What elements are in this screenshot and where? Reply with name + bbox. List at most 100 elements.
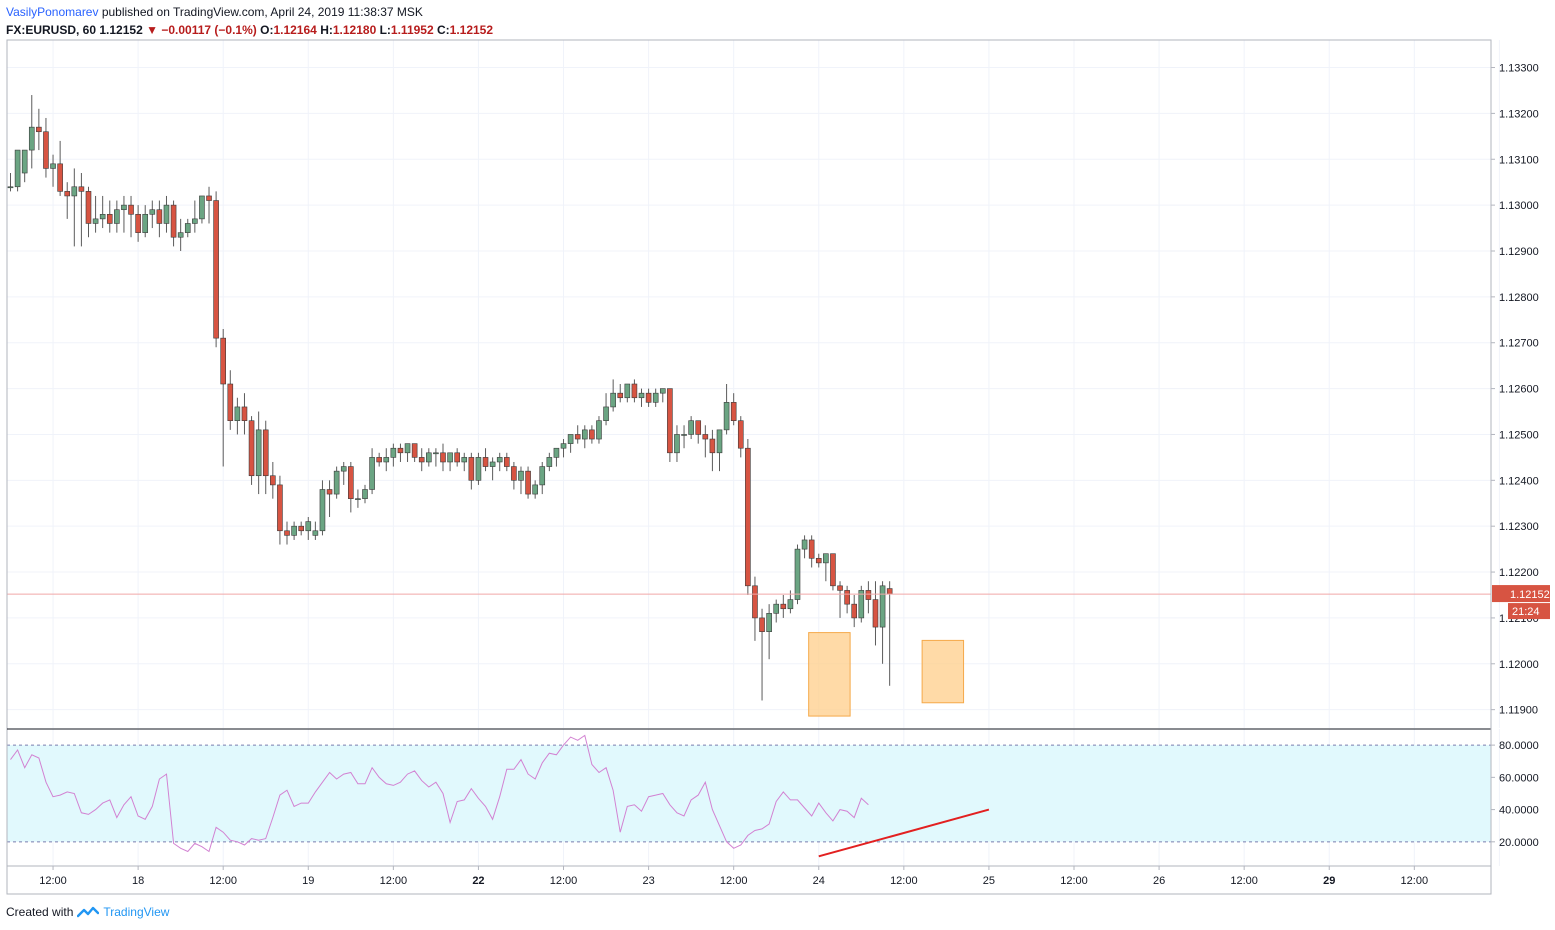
candle xyxy=(340,461,347,485)
candle xyxy=(447,452,453,472)
candle xyxy=(688,416,694,440)
candle-up xyxy=(355,498,361,500)
candle-up xyxy=(163,204,170,224)
candle xyxy=(759,608,765,701)
candle xyxy=(872,581,879,646)
candle xyxy=(362,484,368,504)
candle xyxy=(333,466,340,499)
candle-down xyxy=(440,452,446,463)
candle-up xyxy=(291,525,297,536)
high-label: H: xyxy=(320,23,333,37)
candle xyxy=(475,452,482,485)
candle-up xyxy=(383,457,390,463)
rsi-tick-label: 80.0000 xyxy=(1499,740,1539,752)
countdown-label: 21:24 xyxy=(1512,606,1540,618)
candle xyxy=(681,425,687,449)
footer: Created with TradingView xyxy=(6,905,169,919)
candle-up xyxy=(794,548,801,600)
candle xyxy=(674,425,680,462)
candle xyxy=(454,448,460,467)
candle xyxy=(752,576,758,641)
candle-down xyxy=(667,388,673,454)
tradingview-logo-icon[interactable] xyxy=(77,905,100,919)
candle-down xyxy=(284,530,290,536)
candle-down xyxy=(411,443,418,458)
publish-info: VasilyPonomarev published on TradingView… xyxy=(6,5,493,19)
candle-up xyxy=(312,530,319,536)
candle-up xyxy=(553,447,560,458)
rsi-trendline xyxy=(818,808,990,858)
candle-down xyxy=(220,337,226,385)
candle-up xyxy=(340,466,347,472)
candle xyxy=(21,149,28,183)
time-tick-label: 22 xyxy=(472,875,484,887)
candle xyxy=(766,604,772,660)
candle-down xyxy=(759,617,765,632)
candle-down xyxy=(78,186,85,192)
candle-up xyxy=(596,420,602,440)
candle-down xyxy=(298,525,304,532)
candle-down xyxy=(830,553,836,587)
candle xyxy=(156,200,163,238)
candle xyxy=(560,439,567,458)
candle xyxy=(184,218,191,238)
time-tick-label: 24 xyxy=(813,875,825,887)
candle xyxy=(844,585,850,614)
candle-up xyxy=(532,484,538,495)
candle xyxy=(163,195,170,233)
candle xyxy=(206,186,212,224)
candle-up xyxy=(305,521,312,532)
candle xyxy=(511,461,517,490)
candle-up xyxy=(766,613,772,632)
candle-down xyxy=(631,383,638,399)
candle xyxy=(518,466,524,495)
candle-down xyxy=(737,420,744,449)
candle-up xyxy=(50,163,56,169)
price-tick-label: 1.13000 xyxy=(1499,200,1539,212)
candle-up xyxy=(234,406,241,421)
price-labels: 1.12152 21:24 xyxy=(1492,585,1550,620)
candle xyxy=(369,448,375,495)
candle xyxy=(532,480,538,499)
time-tick-label: 12:00 xyxy=(39,875,67,887)
candle-down xyxy=(865,590,872,600)
candle-up xyxy=(546,457,553,467)
tradingview-brand[interactable]: TradingView xyxy=(103,905,170,919)
candle-up xyxy=(659,388,666,394)
candle xyxy=(418,448,425,472)
candle xyxy=(723,384,730,435)
candle-down xyxy=(482,457,489,467)
candle xyxy=(830,553,836,591)
candle-down xyxy=(326,489,333,495)
candle-up xyxy=(362,489,368,499)
rsi-pane[interactable] xyxy=(7,734,1491,858)
candle xyxy=(14,149,21,192)
candle xyxy=(326,480,333,518)
candle xyxy=(823,553,829,582)
candle-down xyxy=(170,204,177,238)
candle xyxy=(631,379,638,403)
candle xyxy=(241,393,248,435)
author-link[interactable]: VasilyPonomarev xyxy=(6,5,99,19)
candle xyxy=(71,168,78,247)
candle-up xyxy=(496,457,503,463)
candle-down xyxy=(135,213,141,233)
candle-up xyxy=(539,466,546,486)
rsi-axis[interactable]: 80.0000 60.0000 40.0000 20.0000 xyxy=(1491,740,1539,849)
candle xyxy=(248,416,255,485)
candle xyxy=(355,489,361,508)
candle-down xyxy=(418,457,425,463)
candle-up xyxy=(319,489,326,532)
candle xyxy=(7,173,14,192)
candle-up xyxy=(475,457,482,481)
candle xyxy=(50,154,56,187)
candle xyxy=(745,439,751,595)
time-axis[interactable]: 12:00 18 12:00 19 12:00 22 12:00 23 12:00 24 12:00… xyxy=(39,866,1428,887)
chart-grid xyxy=(7,40,1500,866)
candle-down xyxy=(872,599,879,628)
price-tick-label: 1.13100 xyxy=(1499,154,1539,166)
candle xyxy=(851,594,858,628)
candle-down xyxy=(106,213,113,224)
candle-down xyxy=(851,603,858,619)
